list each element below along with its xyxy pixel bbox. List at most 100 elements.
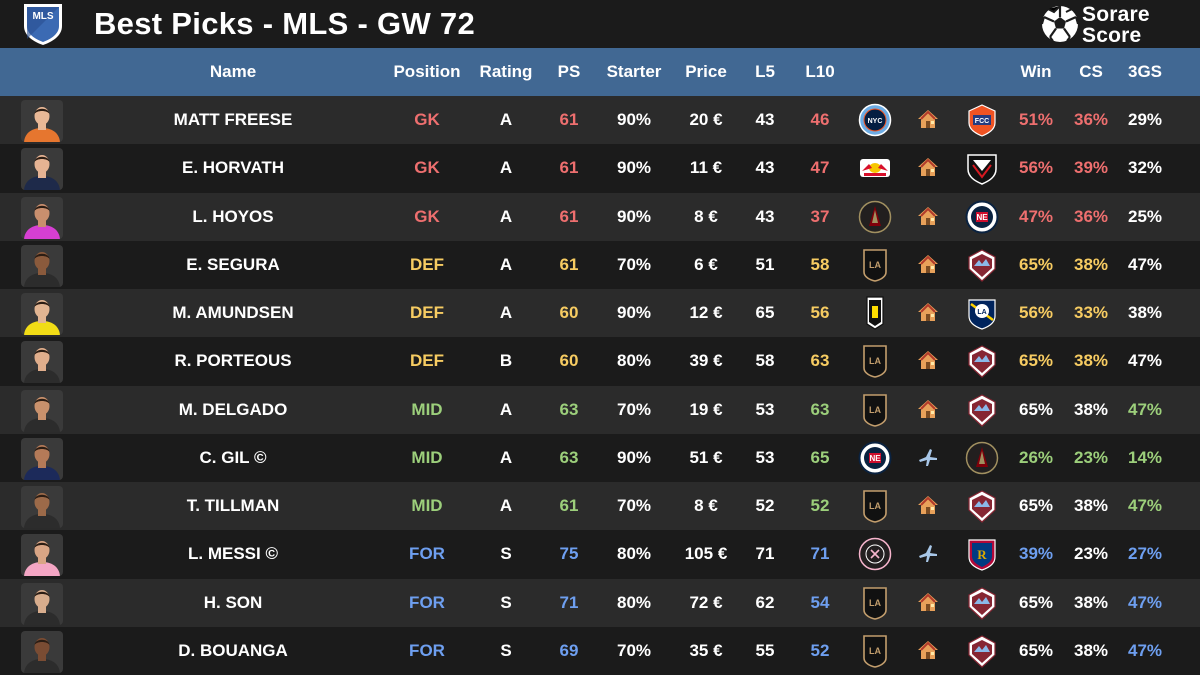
home-icon: [917, 108, 939, 130]
player-l5: 52: [755, 496, 775, 515]
table-row[interactable]: L. HOYOS GK A 61 90% 8 € 43 37 47% 36% 25% NE: [0, 192, 1200, 241]
col-position[interactable]: Position: [393, 62, 461, 81]
home-icon: [917, 253, 939, 275]
svg-text:NYC: NYC: [868, 118, 883, 125]
player-name: T. TILLMAN: [186, 496, 280, 515]
player-cs: 36%: [1073, 206, 1109, 226]
player-ps: 61: [559, 110, 579, 129]
col-win[interactable]: Win: [1020, 62, 1052, 81]
player-avatar: [21, 389, 63, 432]
player-win: 65%: [1018, 592, 1054, 612]
colorado-badge: [965, 634, 999, 668]
player-price: 39 €: [689, 351, 723, 371]
player-cs: 23%: [1073, 447, 1109, 467]
svg-text:NE: NE: [976, 213, 988, 222]
table-row[interactable]: R. PORTEOUS DEF B 60 80% 39 € 58 63 65% 38% 47% LA: [0, 337, 1200, 386]
col-l10[interactable]: L10: [805, 62, 835, 81]
home-icon: [917, 349, 939, 371]
table-row[interactable]: D. BOUANGA FOR S 69 70% 35 € 55 52 65% 38% 47% LA: [0, 626, 1200, 675]
table-row[interactable]: M. AMUNDSEN DEF A 60 90% 12 € 65 56 56% 33% 38% LA: [0, 289, 1200, 338]
player-ps: 60: [559, 351, 579, 371]
colorado-badge: [965, 393, 999, 427]
player-name: D. BOUANGA: [178, 640, 288, 660]
table-row[interactable]: M. DELGADO MID A 63 70% 19 € 53 63 65% 38% 47% LA: [0, 385, 1200, 434]
atlanta-badge: [858, 200, 892, 234]
col-price[interactable]: Price: [685, 62, 727, 81]
table-row[interactable]: C. GIL © MID A 63 90% 51 € 53 65 26% 23% 14% NE: [0, 433, 1200, 482]
player-position: GK: [414, 110, 440, 129]
player-cs: 38%: [1073, 254, 1109, 274]
player-rating: A: [499, 399, 513, 419]
player-l5: 43: [755, 110, 775, 129]
player-starter: 90%: [616, 447, 652, 467]
player-ps: 60: [559, 303, 579, 322]
table-row[interactable]: E. HORVATH GK A 61 90% 11 € 43 47 56% 39% 32%: [0, 144, 1200, 193]
red-bulls-badge: [858, 151, 892, 185]
player-l10: 54: [810, 592, 830, 612]
player-starter: 90%: [616, 206, 652, 226]
player-price: 6 €: [694, 254, 718, 274]
col-cs[interactable]: CS: [1079, 62, 1103, 81]
player-rating: A: [499, 447, 513, 467]
player-l10: 52: [810, 496, 830, 515]
plane-icon: [917, 446, 939, 468]
player-name: MATT FREESE: [173, 110, 293, 129]
player-name: M. AMUNDSEN: [172, 303, 294, 322]
player-price: 35 €: [689, 640, 723, 660]
player-3gs: 47%: [1127, 640, 1163, 660]
page-title: Best Picks - MLS - GW 72: [94, 6, 476, 41]
player-name: E. SEGURA: [186, 254, 280, 274]
table-row[interactable]: L. MESSI © FOR S 75 80% 105 € 71 71 39% 23% 27% R: [0, 530, 1200, 579]
brand-line-2: Score: [1082, 24, 1142, 47]
col-ps[interactable]: PS: [557, 62, 581, 81]
table-row[interactable]: MATT FREESE GK A 61 90% 20 € 43 46 51% 36% 29% NYC F…: [0, 96, 1200, 145]
player-l10: 52: [810, 640, 830, 660]
col-l5[interactable]: L5: [755, 62, 775, 81]
player-3gs: 32%: [1127, 158, 1163, 178]
player-rating: S: [500, 640, 512, 660]
col-3gs[interactable]: 3GS: [1127, 62, 1163, 81]
player-cs: 38%: [1073, 351, 1109, 371]
table-row[interactable]: H. SON FOR S 71 80% 72 € 62 54 65% 38% 47% LA: [0, 578, 1200, 627]
table-row[interactable]: E. SEGURA DEF A 61 70% 6 € 51 58 65% 38% 47% LA: [0, 240, 1200, 289]
player-position: DEF: [410, 351, 444, 371]
player-3gs: 14%: [1127, 447, 1163, 467]
player-position: FOR: [409, 640, 445, 660]
player-cs: 36%: [1073, 110, 1109, 129]
columbus-badge: [858, 296, 892, 330]
player-starter: 90%: [616, 110, 652, 129]
col-name[interactable]: Name: [209, 62, 257, 81]
colorado-badge: [965, 489, 999, 523]
player-avatar: [21, 148, 63, 191]
player-avatar: [21, 293, 63, 335]
svg-text:LA: LA: [869, 405, 881, 415]
player-rating: A: [499, 496, 513, 515]
player-l10: 37: [810, 206, 830, 226]
player-l5: 51: [755, 254, 775, 274]
player-name: E. HORVATH: [181, 158, 285, 178]
player-name: H. SON: [203, 592, 263, 612]
svg-text:LA: LA: [869, 501, 881, 511]
player-position: FOR: [409, 544, 445, 564]
player-win: 47%: [1018, 206, 1054, 226]
player-avatar: [21, 100, 63, 142]
home-icon: [917, 398, 939, 420]
col-starter[interactable]: Starter: [606, 62, 662, 81]
lafc-badge: LA: [858, 248, 892, 282]
col-rating[interactable]: Rating: [479, 62, 533, 81]
colorado-badge: [965, 586, 999, 620]
player-3gs: 47%: [1127, 254, 1163, 274]
player-3gs: 47%: [1127, 351, 1163, 371]
player-avatar: [21, 196, 63, 239]
player-rating: A: [499, 158, 513, 178]
player-cs: 38%: [1073, 640, 1109, 660]
player-name: R. PORTEOUS: [174, 351, 292, 371]
lafc-badge: LA: [858, 586, 892, 620]
player-l10: 65: [810, 447, 830, 467]
dc-united-badge: [965, 151, 999, 186]
table-row[interactable]: T. TILLMAN MID A 61 70% 8 € 52 52 65% 38% 47% LA: [0, 482, 1200, 531]
player-ps: 61: [559, 158, 579, 178]
player-starter: 90%: [616, 303, 652, 322]
cincinnati-badge: FCC: [965, 103, 999, 137]
player-l10: 46: [810, 110, 830, 129]
